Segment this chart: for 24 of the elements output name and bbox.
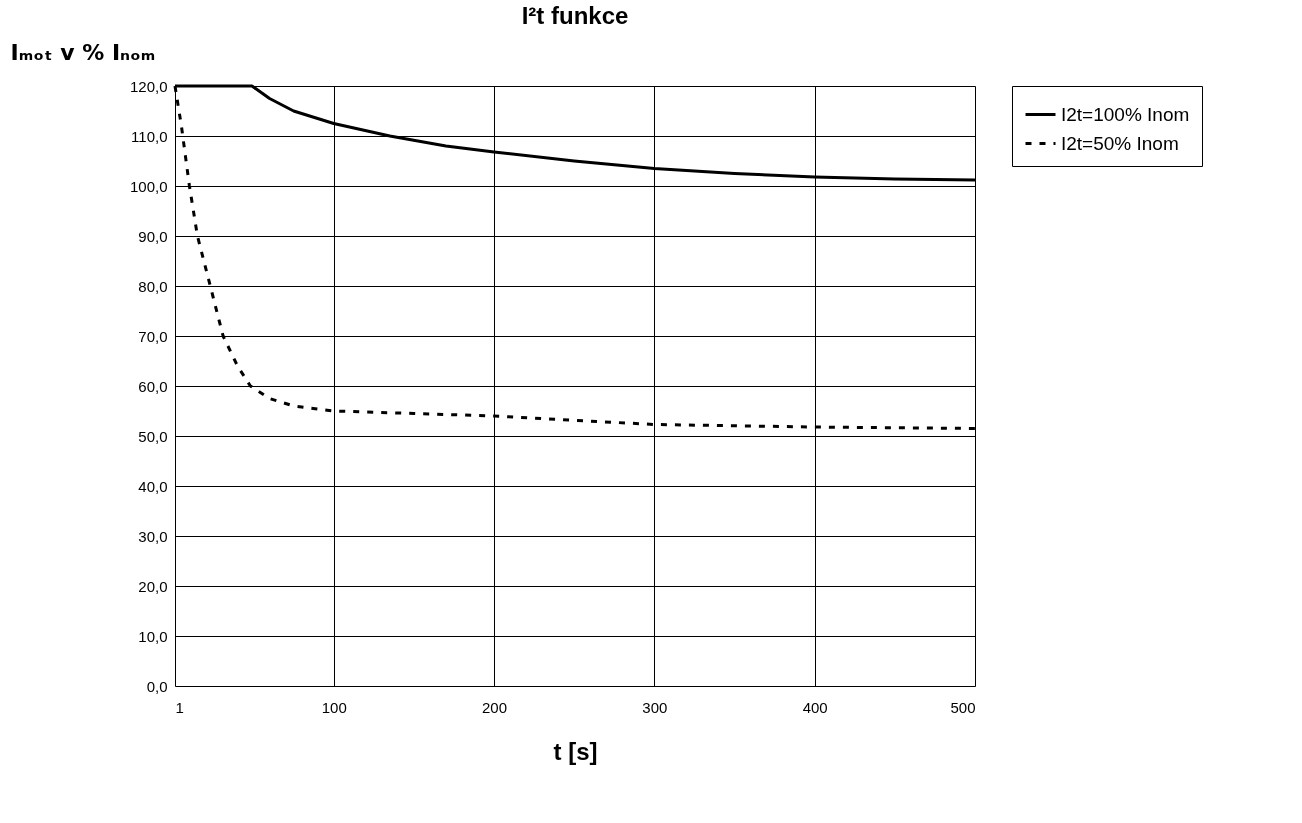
- y-tick-label: 120,0: [129, 77, 168, 95]
- x-tick-label: 200: [482, 698, 508, 716]
- y-tick-label: 70,0: [138, 327, 168, 345]
- y-tick-label: 10,0: [138, 627, 168, 645]
- x-tick-label: 100: [321, 698, 347, 716]
- y-tick-label: 60,0: [138, 377, 168, 395]
- y-tick-label: 30,0: [138, 527, 168, 545]
- y-tick-label: 80,0: [138, 277, 168, 295]
- x-tick-label: 1: [175, 698, 184, 716]
- legend-label: I2t=50% Inom: [1061, 132, 1179, 154]
- y-tick-label: 110,0: [131, 127, 168, 145]
- y-tick-label: 90,0: [138, 227, 168, 245]
- y-tick-label: 20,0: [138, 577, 168, 595]
- chart-title: I²t funkce: [521, 2, 629, 29]
- x-tick-label: 500: [950, 698, 976, 716]
- x-axis-title: t [s]: [553, 737, 598, 765]
- y-tick-label: 0,0: [146, 677, 168, 695]
- x-tick-label: 300: [642, 698, 668, 716]
- legend-label: I2t=100% Inom: [1061, 103, 1190, 125]
- y-tick-label: 40,0: [138, 477, 168, 495]
- y-tick-label: 50,0: [138, 427, 168, 445]
- y-axis-title: Iₘₒₜ v % Iₙₒₘ: [10, 39, 156, 65]
- y-tick-label: 100,0: [129, 177, 168, 195]
- x-tick-label: 400: [802, 698, 828, 716]
